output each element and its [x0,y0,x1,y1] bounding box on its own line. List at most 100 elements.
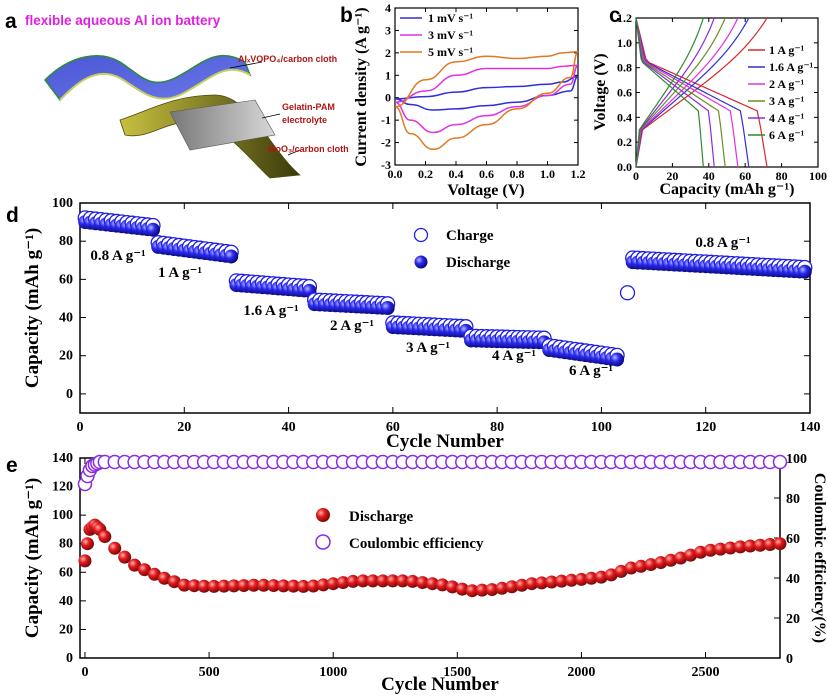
y-tick-label: 20 [59,349,73,364]
discharge-point [465,584,479,598]
legend-c-label-2: 2 A g⁻¹ [769,77,805,91]
discharge-point [78,554,92,568]
x-tick-label: 1000 [319,665,347,680]
discharge-point [197,579,211,593]
panel-d: d 0 20 40 60 80 100 120 140 0 20 40 60 80 100 0.8 A g… [6,196,821,452]
y-axis-label-b: Current density (A g⁻¹) [353,7,370,166]
discharge-point [624,561,638,575]
legend-b-label-1: 3 mV s⁻¹ [428,28,473,42]
legend-c-label-4: 4 A g⁻¹ [769,111,805,125]
discharge-point [703,543,717,557]
y-tick-label: 100 [52,508,73,523]
panel-label-e: e [6,454,18,477]
anode-layer [119,94,301,179]
y-tick-label: 40 [59,594,73,609]
gcd-curves [635,17,768,168]
rate-label-2: 1.6 A g⁻¹ [243,303,298,319]
anode-pointer [287,149,301,156]
electrolyte-pointer [261,113,281,119]
discharge-point [733,540,747,554]
x-tick-label: 80 [776,169,788,183]
discharge-point [376,574,390,588]
y-tick-label: 80 [59,537,73,552]
discharge-point [128,558,142,572]
discharge-point [326,577,340,591]
x-tick-label: 100 [809,169,827,183]
y-tick-label: 40 [59,311,73,326]
y-tick-label: 0 [385,91,391,105]
x-tick-label: 500 [199,665,220,680]
y-tick-label: 4 [385,1,391,15]
discharge-point [257,578,271,592]
panel-a: a flexible aqueous Al ion battery AlₓVOP… [5,10,349,179]
discharge-point [237,579,251,593]
legend-e-discharge-marker [316,508,330,522]
cathode-layer [44,54,252,102]
x-tick-label: 2000 [567,665,595,680]
discharge-curve-1 [635,17,750,168]
rate-label-1: 1 A g⁻¹ [158,265,202,281]
discharge-point [674,551,688,565]
discharge-point [247,578,261,592]
cv-curve-0 [394,75,579,111]
discharge-point [797,264,812,279]
y2-tick-label: 20 [786,612,800,627]
discharge-point [445,580,459,594]
electrolyte-layer [169,99,276,151]
discharge-point [763,537,777,551]
discharge-point [634,559,648,573]
discharge-point [187,579,201,593]
x-tick-label: 2500 [692,665,720,680]
discharge-point [694,545,708,559]
y-tick-label: 60 [59,272,73,287]
discharge-point [753,538,767,552]
discharge-point [535,576,549,590]
x-tick-label: 20 [666,169,678,183]
legend-e-discharge-label: Discharge [349,509,413,525]
discharge-curve-0 [635,17,768,168]
discharge-point [455,582,469,596]
panel-c: c 0 20 40 60 80 100 0.0 0.2 0.4 0.6 0.8 1.0 1.2 1 A … [592,4,827,198]
y-tick-label: 140 [52,451,73,466]
x-tick-label: 100 [591,420,612,435]
discharge-point [654,556,668,570]
cv-curve-2 [394,50,579,151]
discharge-point [425,577,439,591]
discharge-point [138,563,152,577]
legend-c-label-3: 3 A g⁻¹ [769,94,805,108]
y2-tick-label: 80 [786,492,800,507]
discharge-curve-3 [635,17,726,168]
y2-axis-label-e: Coulombic efficiency(%) [811,473,827,643]
legend-e-coulombic-label: Coulombic efficiency [349,536,484,552]
legend-d-charge-marker [413,227,429,243]
x-tick-label: 0.0 [388,167,403,181]
discharge-point [723,541,737,555]
x-tick-label: 40 [703,169,715,183]
anode-label: MoO₃/carbon cloth [268,144,349,154]
discharge-point [644,558,658,572]
discharge-point [743,539,757,553]
discharge-point [207,579,221,593]
legend-c: 1 A g⁻¹ 1.6 A g⁻¹ 2 A g⁻¹ 3 A g⁻¹ 4 A g⁻¹ 6 A… [748,43,814,142]
discharge-point [157,571,171,585]
y-tick-label: 0.8 [617,61,632,75]
y-axis-label-c: Voltage (V) [592,53,609,130]
rate-label-7: 0.8 A g⁻¹ [695,235,750,251]
discharge-point [574,572,588,586]
x-tick-label: 1500 [443,665,471,680]
axis-ticks-c: 0 20 40 60 80 100 0.0 0.2 0.4 0.6 0.8 1.0 1.2 [617,11,827,183]
discharge-point [98,530,112,544]
y-tick-label: 0.6 [617,86,632,100]
x-axis-label-e: Cycle Number [381,674,499,695]
discharge-point [108,541,122,555]
discharge-point [386,574,400,588]
panel-label-c: c [609,4,621,27]
discharge-point [147,567,161,581]
x-tick-label: 1.0 [540,167,555,181]
discharge-point [277,579,291,593]
panel-label-d: d [6,204,19,227]
y-axis-label-d: Capacity (mAh g⁻¹) [22,228,43,388]
y-tick-label: 2 [385,46,391,60]
discharge-point [406,574,420,588]
y2-tick-label: 60 [786,532,800,547]
